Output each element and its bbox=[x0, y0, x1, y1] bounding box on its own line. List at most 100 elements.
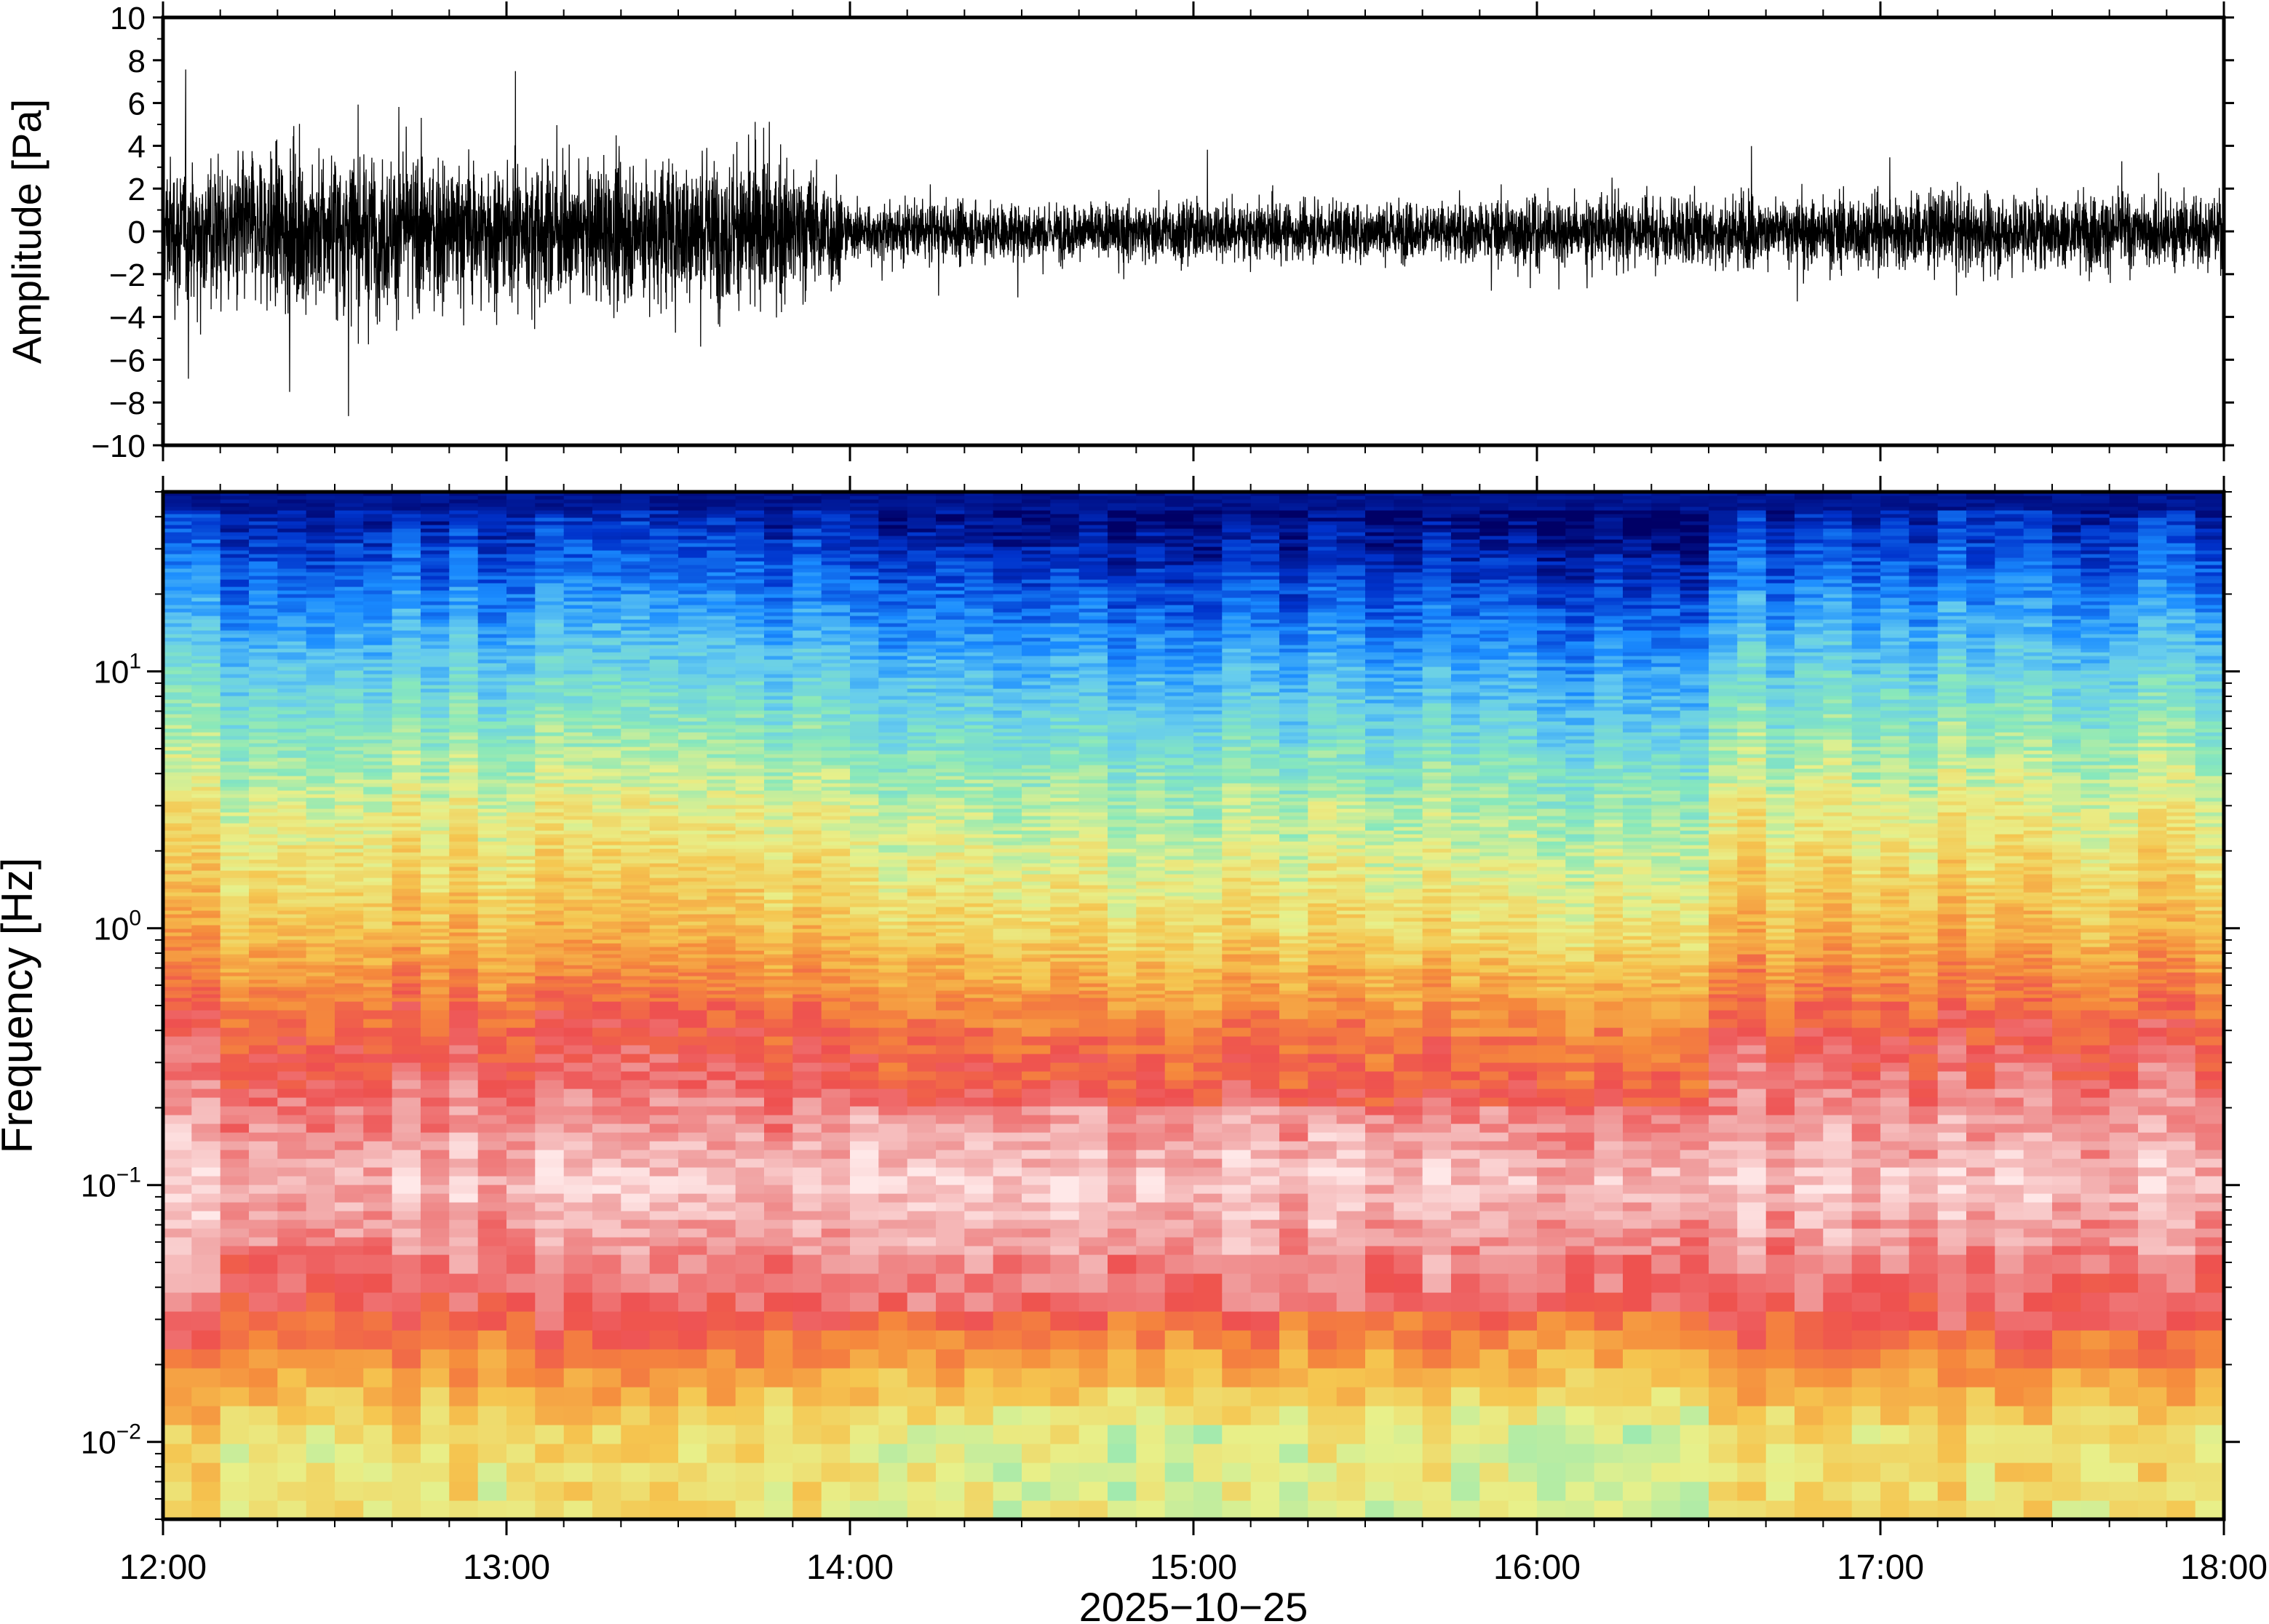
spectrogram-cell bbox=[735, 754, 765, 758]
spectrogram-cell bbox=[792, 1071, 822, 1080]
spectrogram-cell bbox=[421, 506, 450, 511]
spectrogram-cell bbox=[392, 1132, 421, 1142]
spectrogram-cell bbox=[563, 543, 593, 547]
spectrogram-cell bbox=[563, 699, 593, 704]
spectrogram-cell bbox=[735, 845, 765, 849]
spectrogram-cell bbox=[764, 637, 793, 642]
spectrogram-cell bbox=[277, 637, 307, 642]
spectrogram-cell bbox=[506, 801, 536, 805]
spectrogram-cell bbox=[621, 692, 651, 696]
spectrogram-cell bbox=[392, 990, 421, 995]
spectrogram-cell bbox=[335, 706, 364, 711]
spectrogram-cell bbox=[735, 979, 765, 984]
spectrogram-cell bbox=[306, 706, 335, 711]
spectrogram-cell bbox=[649, 837, 679, 842]
spectrogram-cell bbox=[707, 779, 736, 784]
spectrogram-cell bbox=[363, 736, 393, 740]
spectrogram-cell bbox=[392, 710, 421, 715]
spectrogram-cell bbox=[678, 1481, 707, 1501]
spectrogram-cell bbox=[191, 1273, 221, 1293]
spectrogram-cell bbox=[277, 536, 307, 540]
spectrogram-cell bbox=[363, 903, 393, 907]
spectrogram-cell bbox=[563, 888, 593, 893]
spectrogram-cell bbox=[249, 958, 278, 962]
spectrogram-cell bbox=[907, 1211, 937, 1220]
spectrogram-cell bbox=[792, 692, 822, 696]
spectrogram-cell bbox=[220, 561, 250, 565]
spectrogram-cell bbox=[792, 1010, 822, 1019]
spectrogram-cell bbox=[821, 539, 851, 544]
spectrogram-cell bbox=[563, 1481, 593, 1501]
spectrogram-cell bbox=[477, 528, 507, 533]
spectrogram-cell bbox=[392, 539, 421, 544]
spectrogram-cell bbox=[220, 968, 250, 973]
spectrogram-cell bbox=[764, 797, 793, 802]
spectrogram-cell bbox=[678, 965, 707, 969]
spectrogram-cell bbox=[335, 867, 364, 871]
spectrogram-cell bbox=[707, 772, 736, 776]
spectrogram-cell bbox=[735, 939, 765, 944]
spectrogram-cell bbox=[335, 859, 364, 864]
spectrogram-cell bbox=[191, 1311, 221, 1331]
spectrogram-cell bbox=[477, 972, 507, 976]
spectrogram-cell bbox=[249, 714, 278, 718]
spectrogram-cell bbox=[306, 583, 335, 587]
spectrogram-cell bbox=[363, 623, 393, 627]
spectrogram-cell bbox=[392, 641, 421, 645]
spectrogram-cell bbox=[249, 528, 278, 533]
spectrogram-cell bbox=[621, 812, 651, 816]
spectrogram-cell bbox=[335, 1193, 364, 1203]
spectrogram-cell bbox=[163, 768, 192, 773]
spectrogram-cell bbox=[621, 772, 651, 776]
spectrogram-cell bbox=[821, 543, 851, 547]
spectrogram-cell bbox=[764, 601, 793, 605]
spectrogram-cell bbox=[821, 976, 851, 980]
spectrogram-cell bbox=[535, 1176, 565, 1185]
spectrogram-cell bbox=[878, 867, 908, 871]
spectrogram-cell bbox=[363, 706, 393, 711]
spectrogram-cell bbox=[563, 899, 593, 904]
spectrogram-cell bbox=[735, 677, 765, 682]
spectrogram-cell bbox=[792, 1349, 822, 1369]
spectrogram-cell bbox=[764, 616, 793, 620]
spectrogram-cell bbox=[821, 1246, 851, 1255]
spectrogram-cell bbox=[592, 757, 621, 762]
spectrogram-cell bbox=[735, 1444, 765, 1463]
spectrogram-cell bbox=[477, 1406, 507, 1425]
spectrogram-cell bbox=[477, 845, 507, 849]
spectrogram-cell bbox=[649, 1387, 679, 1406]
spectrogram-cell bbox=[163, 1219, 192, 1229]
spectrogram-cell bbox=[277, 706, 307, 711]
spectrogram-cell bbox=[592, 743, 621, 747]
spectrogram-cell bbox=[191, 852, 221, 856]
spectrogram-cell bbox=[792, 539, 822, 544]
spectrogram-cell bbox=[678, 681, 707, 685]
spectrogram-cell bbox=[792, 732, 822, 736]
spectrogram-cell bbox=[249, 834, 278, 838]
spectrogram-cell bbox=[392, 612, 421, 616]
spectrogram-cell bbox=[306, 1425, 335, 1444]
spectrogram-cell bbox=[592, 1193, 621, 1203]
spectrogram-cell bbox=[392, 983, 421, 987]
spectrogram-cell bbox=[764, 532, 793, 536]
spectrogram-cell bbox=[392, 521, 421, 525]
spectrogram-cell bbox=[449, 874, 479, 878]
spectrogram-cell bbox=[220, 750, 250, 755]
spectrogram-cell bbox=[335, 1080, 364, 1089]
spectrogram-cell bbox=[220, 626, 250, 631]
spectrogram-cell bbox=[335, 503, 364, 507]
spectrogram-cell bbox=[421, 1097, 450, 1107]
spectrogram-cell bbox=[220, 837, 250, 842]
spectrogram-cell bbox=[563, 554, 593, 558]
spectrogram-cell bbox=[792, 699, 822, 704]
spectrogram-cell bbox=[392, 1097, 421, 1107]
spectrogram-cell bbox=[477, 499, 507, 503]
spectrogram-cell bbox=[306, 943, 335, 947]
spectrogram-cell bbox=[477, 536, 507, 540]
spectrogram-cell bbox=[735, 907, 765, 911]
spectrogram-cell bbox=[850, 1273, 879, 1293]
spectrogram-cell bbox=[764, 495, 793, 500]
spectrogram-cell bbox=[792, 976, 822, 980]
spectrogram-cell bbox=[878, 546, 908, 551]
spectrogram-cell bbox=[449, 590, 479, 594]
